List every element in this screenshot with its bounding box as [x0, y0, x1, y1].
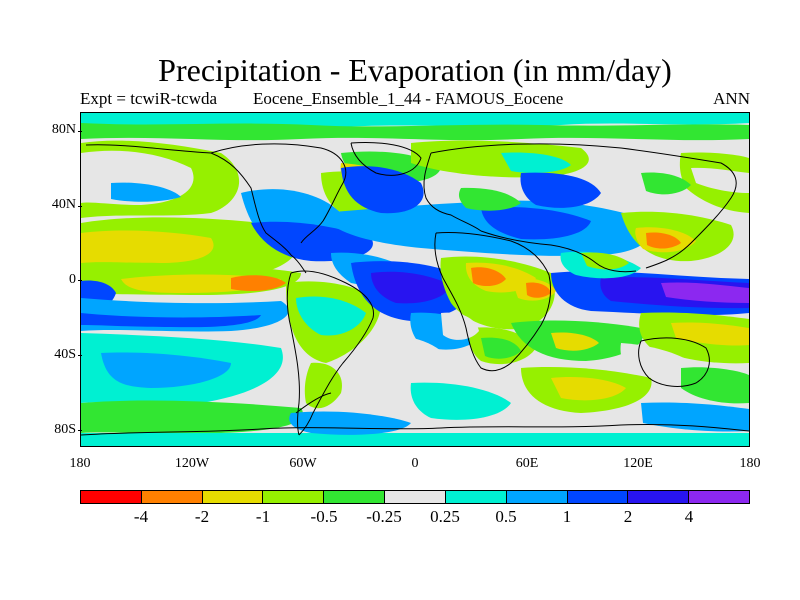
- colorbar-box: [567, 491, 629, 503]
- contour-field: [81, 113, 749, 446]
- lon-label-60w: 60W: [289, 456, 317, 471]
- colorbar-box: [141, 491, 203, 503]
- lat-label-40n: 40N: [51, 197, 76, 212]
- colorbar-box: [628, 491, 690, 503]
- lon-label-0: 0: [411, 456, 419, 471]
- experiment-label: Expt = tcwiR-tcwda: [80, 89, 218, 108]
- season-label: ANN: [713, 89, 750, 108]
- colorbar-label: 0.25: [430, 507, 460, 526]
- colorbar-label: -0.25: [366, 507, 402, 526]
- colorbar-label: 0.5: [495, 507, 517, 526]
- lat-label-eq: 0: [69, 272, 76, 287]
- colorbar-label: -1: [255, 507, 271, 526]
- colorbar-box: [81, 491, 142, 503]
- lon-label-60e: 60E: [515, 456, 539, 471]
- colorbar-label: 4: [684, 507, 694, 526]
- map-title: Precipitation - Evaporation (in mm/day): [158, 52, 672, 88]
- lat-tick: [78, 280, 82, 281]
- colorbar-label: -2: [194, 507, 210, 526]
- lat-label-80s: 80S: [54, 422, 76, 437]
- colorbar-box: [445, 491, 507, 503]
- colorbar-label: -0.5: [310, 507, 338, 526]
- colorbar-label: 1: [562, 507, 572, 526]
- colorbar-label: -4: [133, 507, 149, 526]
- pme-map: [80, 112, 750, 447]
- lat-label-40s: 40S: [54, 347, 76, 362]
- lat-label-80n: 80N: [51, 122, 76, 137]
- lon-label-180w: 180: [69, 456, 91, 471]
- colorbar-box: [689, 491, 749, 503]
- colorbar-box: [506, 491, 568, 503]
- lat-tick: [78, 206, 82, 207]
- lat-tick: [78, 430, 82, 431]
- lon-label-120e: 120E: [623, 456, 653, 471]
- ensemble-label: Eocene_Ensemble_1_44 - FAMOUS_Eocene: [253, 89, 564, 108]
- lat-tick: [78, 131, 82, 132]
- colorbar-box: [263, 491, 325, 503]
- lat-tick: [78, 355, 82, 356]
- colorbar-box: [385, 491, 446, 503]
- lon-label-180e: 180: [739, 456, 761, 471]
- colorbar-label: 2: [623, 507, 633, 526]
- colorbar-box: [324, 491, 386, 503]
- colorbar: [80, 490, 750, 504]
- colorbar-box: [202, 491, 264, 503]
- lon-label-120w: 120W: [174, 456, 210, 471]
